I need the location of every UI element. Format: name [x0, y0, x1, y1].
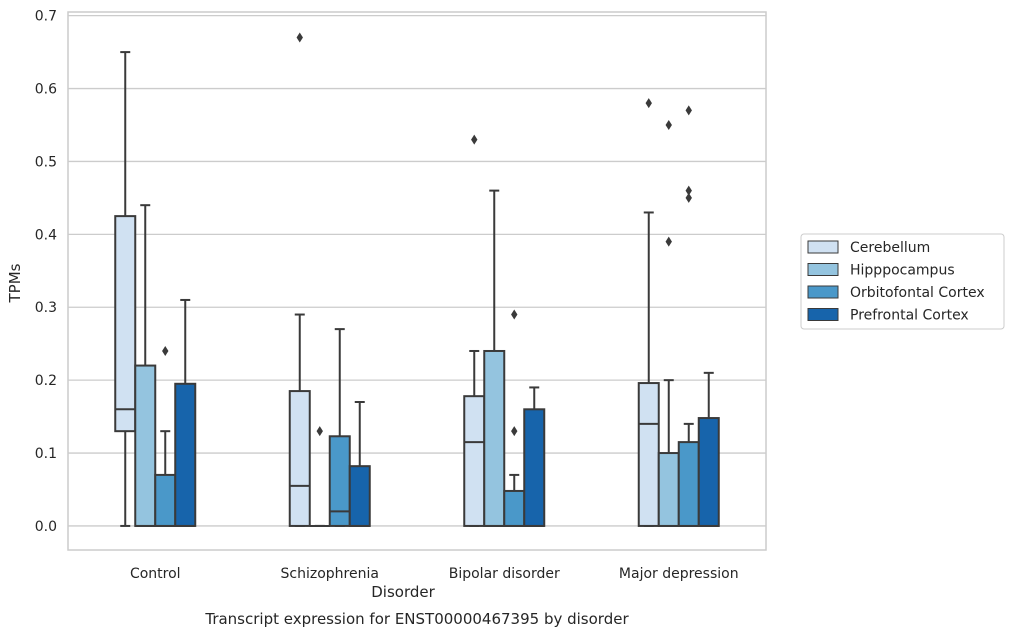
x-tick-label: Control	[130, 566, 181, 582]
y-axis-ticks: 0.0 0.1 0.2 0.3 0.4 0.5 0.6 0.7	[35, 9, 57, 535]
box-cerebellum	[463, 134, 486, 527]
outlier-point	[511, 426, 518, 437]
outlier-point	[645, 98, 652, 109]
legend-label: Prefrontal Cortex	[850, 308, 969, 324]
box-hipppocampus	[134, 204, 157, 527]
iqr-box	[677, 441, 700, 527]
y-tick-label: 0.4	[35, 227, 57, 243]
y-tick-label: 0.1	[35, 446, 57, 462]
x-axis-title: Disorder	[371, 583, 435, 601]
box-prefrontal-cortex	[523, 386, 546, 527]
iqr-box	[154, 473, 177, 527]
y-tick-label: 0.7	[35, 9, 57, 25]
outlier-point	[685, 105, 692, 116]
outlier-point	[665, 119, 672, 130]
legend-label: Hipppocampus	[850, 263, 955, 279]
y-axis-title: TPMs	[6, 263, 24, 303]
box-orbitofontal-cortex	[677, 105, 700, 527]
y-tick-label: 0.0	[35, 519, 57, 535]
iqr-box	[523, 408, 546, 527]
outlier-point	[162, 345, 169, 356]
iqr-box	[348, 465, 371, 527]
iqr-box	[697, 417, 720, 527]
iqr-box	[637, 382, 660, 527]
x-axis-ticks: Control Schizophrenia Bipolar disorder Majo…	[130, 566, 739, 582]
box-cerebellum	[114, 51, 137, 527]
iqr-box	[503, 489, 526, 527]
box-hipppocampus	[309, 426, 330, 527]
iqr-box	[288, 390, 311, 527]
outlier-point	[316, 426, 323, 437]
legend-swatch	[807, 263, 839, 276]
legend-frame	[800, 233, 1005, 330]
box-prefrontal-cortex	[174, 298, 197, 527]
x-tick-label: Bipolar disorder	[449, 566, 560, 582]
legend-label: Cerebellum	[850, 240, 930, 256]
x-tick-label: Major depression	[619, 566, 739, 582]
outlier-point	[665, 236, 672, 247]
y-tick-label: 0.3	[35, 300, 57, 316]
iqr-box	[174, 382, 197, 527]
iqr-box	[463, 395, 486, 527]
box-groups	[114, 32, 720, 527]
y-tick-label: 0.5	[35, 154, 57, 170]
box-prefrontal-cortex	[348, 401, 371, 527]
y-tick-label: 0.6	[35, 82, 57, 98]
legend-swatch	[807, 285, 839, 299]
box-cerebellum	[288, 32, 311, 527]
outlier-point	[511, 309, 518, 320]
outlier-point	[685, 185, 692, 196]
outlier-point	[296, 32, 303, 43]
iqr-box	[114, 215, 137, 433]
outlier-point	[685, 192, 692, 203]
iqr-box	[483, 349, 506, 527]
legend-swatch	[807, 308, 839, 321]
iqr-box	[657, 452, 680, 527]
box-cerebellum	[637, 98, 660, 527]
box-prefrontal-cortex	[697, 371, 720, 527]
legend-label: Orbitofontal Cortex	[850, 285, 985, 301]
x-tick-label: Schizophrenia	[281, 566, 379, 582]
outlier-point	[471, 134, 478, 145]
legend-swatch	[807, 240, 839, 254]
box-hipppocampus	[483, 189, 506, 527]
y-tick-label: 0.2	[35, 373, 57, 389]
iqr-box	[328, 435, 351, 527]
iqr-box	[134, 364, 157, 527]
legend: Cerebellum Hipppocampus Orbitofontal Corte…	[800, 233, 1005, 330]
figure-caption: Transcript expression for ENST0000046739…	[204, 610, 629, 628]
